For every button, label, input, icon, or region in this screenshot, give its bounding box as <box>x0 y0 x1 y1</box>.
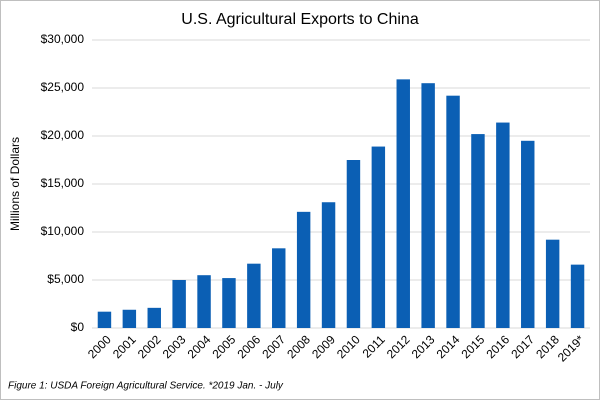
bar <box>222 278 236 328</box>
y-tick-label: $0 <box>71 320 85 334</box>
y-tick-label: $15,000 <box>41 176 85 190</box>
bar <box>197 275 211 328</box>
y-tick-label: $10,000 <box>41 224 85 238</box>
bar <box>545 239 560 328</box>
bar <box>122 309 137 328</box>
bar <box>421 83 435 328</box>
bar <box>172 280 186 328</box>
bar <box>371 146 386 328</box>
bar <box>97 311 112 328</box>
bar <box>471 134 485 328</box>
bar <box>272 248 286 328</box>
bar <box>147 307 161 328</box>
bar <box>396 79 410 328</box>
y-tick-label: $25,000 <box>41 80 85 94</box>
bar <box>570 264 585 328</box>
chart-title: U.S. Agricultural Exports to China <box>181 11 419 28</box>
caption: Figure 1: USDA Foreign Agricultural Serv… <box>8 381 284 392</box>
bar <box>496 122 510 328</box>
y-tick-label: $30,000 <box>41 32 85 46</box>
bar <box>446 95 460 329</box>
y-tick-label: $20,000 <box>41 128 85 142</box>
bar <box>247 263 261 328</box>
y-axis-label: Millions of Dollars <box>8 137 22 231</box>
bar <box>521 140 535 328</box>
y-tick-label: $5,000 <box>47 272 84 286</box>
bar <box>321 202 336 328</box>
bar <box>346 160 361 328</box>
bar <box>296 211 311 328</box>
